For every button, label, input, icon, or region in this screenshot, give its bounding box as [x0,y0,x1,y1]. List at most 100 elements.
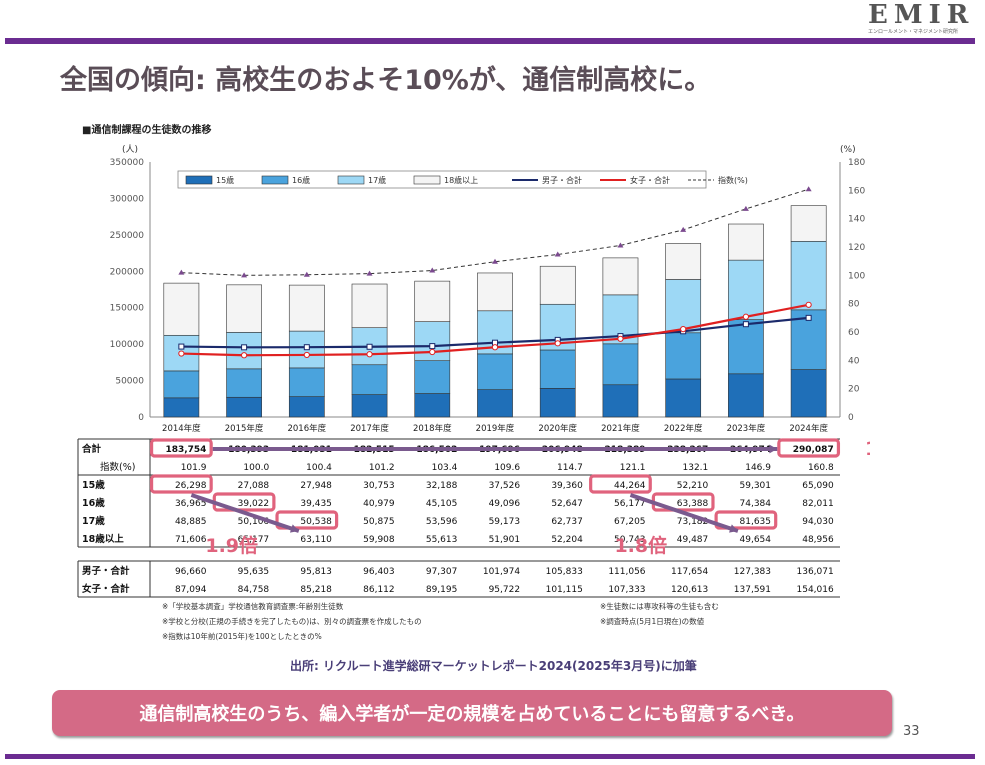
table-cell: 86,112 [363,585,395,595]
table-cell: 32,188 [426,481,458,491]
trend-arrowhead [289,524,299,533]
table-cell: 132.1 [683,463,709,473]
y2-tick-label: 40 [848,356,860,366]
bar-segment [226,368,262,398]
table-cell: 52,210 [677,481,709,491]
table-cell: 160.8 [808,463,834,473]
highlight-box [149,474,213,494]
bar-segment [728,259,764,320]
chart-title: ■通信制課程の生徒数の推移 [82,123,211,136]
table-cell: 48,885 [175,517,207,527]
table-cell: 49,487 [677,535,709,545]
table-cell: 290,087 [793,445,834,455]
table-cell: 52,204 [551,535,583,545]
bar-segment [163,370,200,399]
bar-segment [288,367,325,397]
table-cell: 67,205 [614,517,646,527]
legend-swatch [413,175,441,185]
legend-label: 17歳 [368,175,386,185]
bar-segment [288,396,325,418]
table-cell: 37,526 [489,481,521,491]
bar-segment [602,384,639,418]
table-cell: 146.9 [745,463,771,473]
x-tick-label: 2022年度 [664,423,703,434]
table-cell: 51,901 [489,535,521,545]
table-cell: 56,177 [614,499,646,509]
line-point [742,313,750,320]
table-cell: 62,737 [551,517,583,527]
y2-tick-label: 160 [848,186,865,196]
bar-segment [790,205,827,242]
legend-swatch [261,175,289,185]
x-tick-label: 2021年度 [601,423,640,434]
table-cell: 96,660 [175,567,207,577]
table-cell: 107,333 [608,585,645,595]
trend-arrowhead [769,444,778,454]
y2-tick-label: 140 [848,215,865,225]
bar-segment [226,396,262,418]
line-point [366,270,373,276]
table-cell: 65,090 [802,481,834,491]
table-cell: 59,908 [363,535,395,545]
line-point [303,344,310,351]
bar-segment [414,280,451,322]
table-cell: 117,654 [671,567,708,577]
table-cell: 63,110 [300,535,332,545]
table-cell: 44,264 [614,481,646,491]
bar-segment [602,257,639,296]
table-cell: 101.9 [181,463,207,473]
bar-segment [539,349,576,389]
line-point [680,226,687,232]
line-point [805,314,812,321]
table-cell: 89,195 [426,585,458,595]
page-number: 33 [903,724,920,739]
y-tick-label: 100000 [110,340,145,350]
table-cell: 50,743 [614,535,646,545]
table-cell: 50,875 [363,517,395,527]
bar-segment [790,241,827,311]
table-cell: 95,635 [238,567,270,577]
line-point [742,321,749,328]
line-point [805,301,812,308]
legend-label: 男子・合計 [542,175,582,185]
bar-segment [351,283,388,328]
chart-svg: ■通信制課程の生徒数の推移(人) (%)050000100000150000200… [77,123,918,641]
callout-text: 通信制高校生のうち、編入学者が一定の規模を占めていることにも留意するべき。 [139,704,805,725]
callout-banner: 通信制高校生のうち、編入学者が一定の規模を占めていることにも留意するべき。 [52,690,892,736]
table-cell: 101,115 [546,585,583,595]
table-cell: 84,758 [238,585,270,595]
table-cell: 50,106 [238,517,270,527]
top-accent-bar [5,38,975,44]
table-cell: 81,635 [740,517,772,527]
bar-segment [665,243,702,280]
table-row-label: 15歳 [82,479,105,491]
line-point [303,351,310,359]
y-tick-label: 250000 [110,231,145,241]
highlight-box [714,510,778,530]
table-cell: 121.1 [620,463,646,473]
footnote: ※学校と分校(正規の手続きを完了したもの)は、別々の調査票を作成したもの [162,616,422,626]
line-point [805,186,812,192]
bar-segment [728,223,764,261]
footnote: ※生徒数には専攻科等の生徒も含む [600,601,719,611]
x-tick-label: 2014年度 [162,423,201,434]
table-cell: 82,011 [802,499,834,509]
line-point [241,272,248,278]
trend-arrowhead [729,524,738,533]
trend-arrow [629,493,739,533]
bar-segment [539,388,576,418]
table-cell: 40,979 [363,499,395,509]
line-point [429,267,436,273]
bar-segment [539,265,576,305]
ratio-label-17: 1.8倍 [614,534,667,557]
y2-tick-label: 0 [848,413,854,423]
table-cell: 36,965 [175,499,207,509]
bar-segment [665,378,702,418]
bar-segment [790,369,827,418]
table-cell: 94,030 [802,517,834,527]
bar-segment [477,353,513,390]
x-tick-label: 2016年度 [287,423,326,434]
table-cell: 85,218 [300,585,332,595]
footnote: ※指数は10年前(2015年)を100としたときの% [162,631,322,641]
table-cell: 26,298 [175,481,207,491]
